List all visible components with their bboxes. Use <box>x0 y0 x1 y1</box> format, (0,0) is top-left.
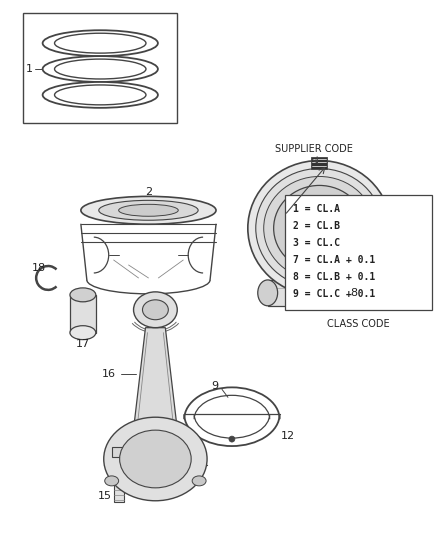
Text: 15: 15 <box>98 491 112 501</box>
Ellipse shape <box>229 436 235 442</box>
Text: 16: 16 <box>102 369 116 379</box>
Ellipse shape <box>105 476 119 486</box>
Ellipse shape <box>192 476 206 486</box>
Ellipse shape <box>248 160 391 296</box>
Bar <box>268 280 337 306</box>
Bar <box>70 295 96 333</box>
Ellipse shape <box>55 33 146 53</box>
Text: 2 = CL.B: 2 = CL.B <box>293 221 339 231</box>
Bar <box>112 447 127 457</box>
Ellipse shape <box>55 59 146 79</box>
Bar <box>23 13 177 123</box>
Text: 8: 8 <box>350 288 358 298</box>
Ellipse shape <box>327 280 347 306</box>
Bar <box>114 457 124 502</box>
Text: 9 = CL.C + 0.1: 9 = CL.C + 0.1 <box>293 289 375 299</box>
Ellipse shape <box>258 280 278 306</box>
Text: 12: 12 <box>280 431 295 441</box>
Ellipse shape <box>119 204 178 216</box>
Polygon shape <box>134 328 177 429</box>
Ellipse shape <box>274 185 365 271</box>
Text: 17: 17 <box>76 338 90 349</box>
Text: 1 = CL.A: 1 = CL.A <box>293 204 339 214</box>
Text: 3 = CL.C: 3 = CL.C <box>293 238 339 248</box>
Ellipse shape <box>42 30 158 56</box>
Ellipse shape <box>81 196 216 224</box>
Bar <box>311 157 327 168</box>
Text: 9: 9 <box>212 382 219 391</box>
Text: 1: 1 <box>26 64 33 74</box>
Ellipse shape <box>120 430 191 488</box>
Ellipse shape <box>142 300 168 320</box>
Ellipse shape <box>70 288 96 302</box>
Ellipse shape <box>264 176 375 280</box>
Ellipse shape <box>256 168 383 288</box>
Text: SUPPLIER CODE: SUPPLIER CODE <box>276 143 353 154</box>
Text: 7 = CL.A + 0.1: 7 = CL.A + 0.1 <box>293 255 375 265</box>
Text: 2: 2 <box>145 188 152 197</box>
Ellipse shape <box>292 203 347 254</box>
Text: 8 = CL.B + 0.1: 8 = CL.B + 0.1 <box>293 272 375 282</box>
Bar <box>285 196 431 310</box>
Text: 18: 18 <box>32 263 46 273</box>
Ellipse shape <box>134 292 177 328</box>
Ellipse shape <box>55 85 146 105</box>
Ellipse shape <box>104 417 207 501</box>
Ellipse shape <box>42 56 158 82</box>
Ellipse shape <box>99 200 198 220</box>
Text: CLASS CODE: CLASS CODE <box>327 319 389 329</box>
Ellipse shape <box>42 82 158 108</box>
Ellipse shape <box>70 326 96 340</box>
